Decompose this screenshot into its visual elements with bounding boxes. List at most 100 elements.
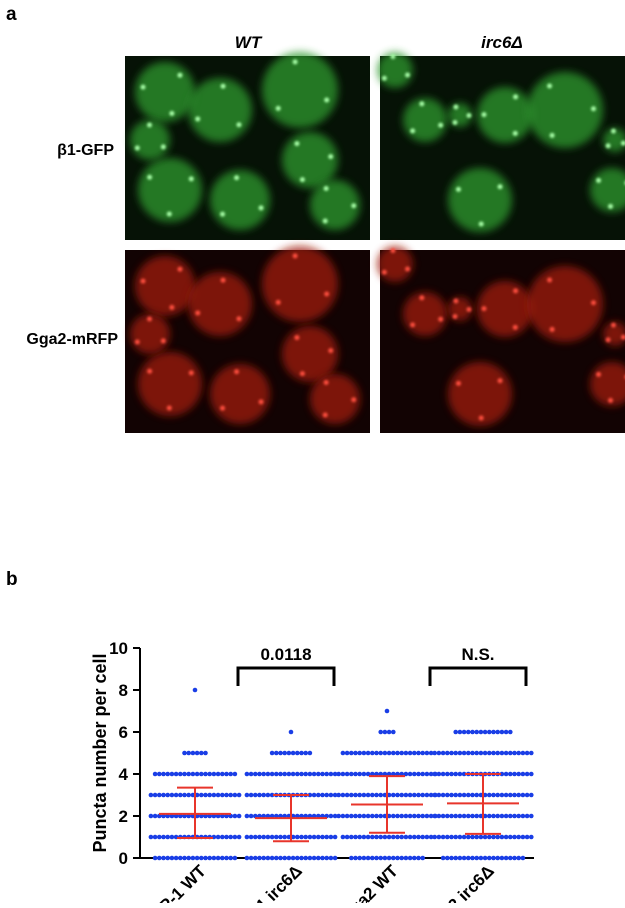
dot — [495, 855, 501, 861]
dot — [487, 792, 492, 798]
punctum — [275, 105, 281, 111]
dot — [391, 813, 396, 819]
dot — [524, 813, 530, 819]
dot — [194, 771, 200, 777]
dot — [407, 771, 413, 777]
dot — [466, 750, 471, 756]
dot — [332, 855, 338, 861]
dot — [257, 834, 262, 840]
punctum — [324, 291, 330, 297]
dot — [395, 855, 400, 861]
dot — [303, 771, 309, 777]
dot — [516, 813, 521, 819]
punctum — [140, 84, 146, 90]
dot — [261, 855, 267, 861]
dot — [436, 771, 442, 777]
punctum — [381, 75, 387, 81]
cell — [448, 168, 512, 232]
punctum — [322, 412, 328, 418]
dot — [416, 750, 421, 756]
punctum — [220, 83, 226, 89]
dot — [282, 771, 288, 777]
dot — [440, 771, 446, 777]
dot — [290, 750, 296, 756]
dot — [503, 813, 509, 819]
dot — [466, 813, 471, 819]
dot — [478, 855, 484, 861]
dot — [211, 771, 217, 777]
dot — [499, 771, 505, 777]
punctum — [234, 175, 240, 181]
dot — [148, 792, 154, 798]
dot — [361, 855, 367, 861]
punctum — [549, 326, 555, 332]
cell — [135, 256, 195, 316]
dot — [328, 855, 334, 861]
dot — [407, 834, 413, 840]
x-tick-label: AP-1 irc6Δ — [232, 861, 306, 903]
dot — [169, 855, 175, 861]
dot — [244, 834, 250, 840]
dot — [474, 813, 480, 819]
dot — [203, 750, 208, 756]
dot — [182, 771, 187, 777]
dot — [190, 855, 196, 861]
dot — [516, 855, 521, 861]
dot — [207, 771, 212, 777]
dot — [420, 792, 426, 798]
dot — [420, 813, 426, 819]
dot — [424, 750, 430, 756]
dot — [282, 834, 288, 840]
dot — [440, 792, 446, 798]
cell — [282, 326, 338, 382]
dot — [370, 834, 375, 840]
dot — [349, 813, 354, 819]
dot — [344, 771, 350, 777]
dot — [194, 855, 200, 861]
dot — [220, 834, 225, 840]
punctum — [405, 72, 411, 78]
punctum — [236, 122, 242, 128]
dot — [269, 771, 275, 777]
y-tick-label: 0 — [119, 849, 128, 868]
dot — [353, 771, 358, 777]
dot — [403, 813, 409, 819]
dot — [286, 750, 292, 756]
punctum — [294, 335, 300, 341]
dot — [307, 855, 313, 861]
dot — [461, 750, 467, 756]
dot — [420, 834, 426, 840]
punctum — [134, 145, 140, 151]
dot — [152, 792, 158, 798]
punctum — [195, 310, 201, 316]
dot — [353, 834, 358, 840]
dot — [440, 855, 446, 861]
dot — [382, 729, 388, 735]
cell — [188, 78, 252, 142]
dot — [487, 834, 492, 840]
dot — [395, 750, 400, 756]
punctum — [147, 368, 153, 374]
punctum — [513, 94, 519, 100]
dot — [445, 771, 450, 777]
dot — [265, 855, 271, 861]
dot — [203, 771, 208, 777]
dot — [299, 834, 304, 840]
dot — [399, 792, 405, 798]
dot — [349, 855, 354, 861]
punctum — [166, 405, 172, 411]
punctum — [512, 324, 518, 330]
dot — [336, 792, 342, 798]
dot — [173, 855, 179, 861]
micrographs — [125, 52, 625, 433]
dot — [495, 750, 501, 756]
dot — [157, 855, 162, 861]
punctum — [234, 369, 240, 375]
cell — [310, 180, 360, 230]
dot — [324, 792, 330, 798]
dot — [148, 834, 154, 840]
dot — [482, 729, 488, 735]
dot — [412, 771, 417, 777]
dot — [307, 771, 313, 777]
dot — [152, 813, 158, 819]
